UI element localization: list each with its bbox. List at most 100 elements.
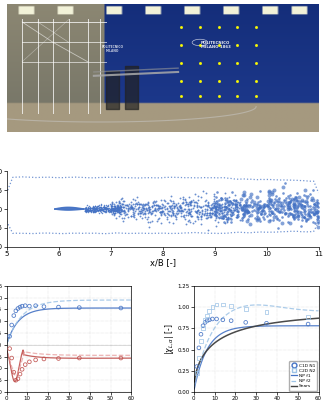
Point <box>149 203 154 209</box>
Point <box>256 216 262 222</box>
Point <box>116 208 122 214</box>
Point <box>94 205 99 212</box>
Point <box>125 206 131 212</box>
Point <box>121 201 126 207</box>
Point <box>91 205 96 211</box>
Point <box>91 205 97 212</box>
Point <box>188 208 193 215</box>
Point <box>110 203 115 209</box>
Point <box>211 190 216 197</box>
Point <box>85 204 91 211</box>
Point <box>116 205 121 211</box>
Point <box>264 309 269 315</box>
Point <box>134 206 139 212</box>
Point <box>291 213 296 219</box>
Point <box>269 210 274 217</box>
Point <box>163 212 168 218</box>
Point <box>179 208 185 214</box>
Point <box>286 199 292 206</box>
Point <box>189 198 194 204</box>
Point <box>295 212 301 219</box>
Point <box>262 201 267 207</box>
Point <box>160 201 165 207</box>
Point <box>211 205 216 212</box>
Point <box>41 304 46 310</box>
Point <box>174 204 179 210</box>
Point <box>238 216 243 223</box>
Point <box>87 204 93 210</box>
Point <box>107 206 112 212</box>
Point <box>195 214 200 220</box>
Point <box>147 207 152 213</box>
Point <box>241 207 247 214</box>
Point <box>212 196 217 202</box>
Point <box>310 218 316 225</box>
Point <box>230 197 236 203</box>
Point <box>198 204 203 210</box>
Point <box>251 206 256 213</box>
Point <box>174 200 179 207</box>
Point <box>266 208 271 214</box>
Point <box>130 206 135 213</box>
Point <box>83 208 88 214</box>
Point <box>240 205 245 211</box>
Point <box>94 205 99 212</box>
Point <box>203 212 208 218</box>
Point <box>142 200 147 207</box>
Point <box>244 198 249 204</box>
Point <box>214 198 219 204</box>
Point <box>116 213 122 220</box>
Point <box>123 205 128 211</box>
Point <box>182 196 187 202</box>
Point <box>108 208 113 214</box>
Point <box>316 214 321 220</box>
Point <box>186 206 191 212</box>
Point <box>214 194 219 200</box>
Point <box>167 204 173 210</box>
Point <box>177 195 182 201</box>
Point <box>116 205 121 211</box>
Point <box>157 205 162 211</box>
Point <box>260 206 265 213</box>
Point <box>217 214 223 220</box>
Point <box>84 208 89 214</box>
Point <box>145 201 150 207</box>
Point <box>229 209 234 215</box>
Point <box>85 208 90 214</box>
Point <box>294 208 299 214</box>
Point <box>133 203 138 210</box>
Point <box>98 206 104 213</box>
Point <box>183 211 188 218</box>
Point <box>205 227 211 234</box>
Point <box>300 212 305 218</box>
Point <box>275 225 280 231</box>
Point <box>221 206 227 212</box>
Point <box>183 202 188 208</box>
Point <box>306 212 312 218</box>
Point <box>218 202 223 208</box>
Point <box>286 212 291 219</box>
Point <box>186 201 191 207</box>
Point <box>212 211 217 217</box>
Point <box>109 206 114 213</box>
Point <box>227 198 233 205</box>
Point <box>131 214 136 220</box>
Point <box>234 201 239 208</box>
Point <box>112 208 118 214</box>
Point <box>213 212 218 219</box>
Point <box>306 321 311 327</box>
Point <box>88 208 93 214</box>
Point <box>219 207 224 214</box>
Point <box>176 200 181 206</box>
Point <box>301 192 306 198</box>
Point <box>87 206 93 212</box>
Point <box>156 205 162 211</box>
Point <box>84 209 89 215</box>
Point <box>240 206 245 212</box>
Point <box>210 304 215 310</box>
Point <box>218 195 223 201</box>
Point <box>224 219 229 226</box>
Point <box>241 206 246 212</box>
Point <box>216 196 221 203</box>
Point <box>147 204 152 210</box>
